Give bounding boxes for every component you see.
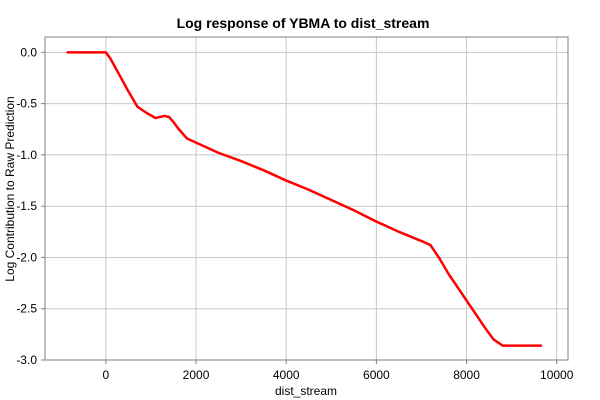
y-tick-label: -2.5 [16,302,37,316]
grid-lines [45,37,568,361]
y-tick-label: -2.0 [16,250,37,264]
x-tick-label: 4000 [273,368,300,382]
x-tick-label: 10000 [540,368,574,382]
x-tick-label: 2000 [183,368,210,382]
x-tick-label: 6000 [363,368,390,382]
tick-layer: 0 2000 4000 6000 8000 10000 0.0 -0.5 -1.0 -1.5 -2.… [16,45,573,382]
y-axis-label: Log Contribution to Raw Prediction [3,96,17,281]
x-axis-label: dist_stream [275,384,337,398]
y-tick-label: 0.0 [20,45,37,59]
series-line [66,51,543,347]
y-tick-label: -1.5 [16,199,37,213]
series-layer [66,51,543,347]
x-tick-label: 8000 [453,368,480,382]
y-tick-label: -1.0 [16,148,37,162]
y-tick-label: -0.5 [16,97,37,111]
chart-title: Log response of YBMA to dist_stream [177,15,430,31]
y-tick-label: -3.0 [16,353,37,367]
x-tick-label: 0 [103,368,110,382]
plot-frame [44,36,569,361]
